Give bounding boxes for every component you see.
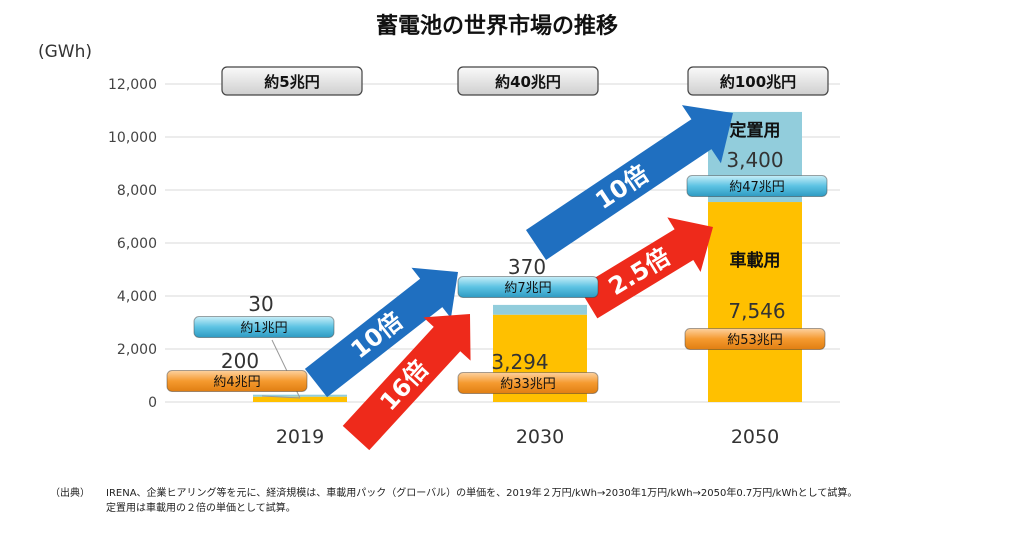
x-tick-label: 2030: [516, 426, 564, 448]
bar-vehicle: [708, 202, 802, 402]
chart-title: 蓄電池の世界市場の推移: [376, 13, 618, 39]
growth-arrow-shape: [525, 105, 733, 260]
pill-vehicle-market: 約4兆円: [213, 375, 260, 390]
bar-stationary: [493, 304, 587, 315]
pill-stationary-market-bg: [457, 276, 599, 298]
x-tick-label: 2019: [276, 426, 324, 448]
pill-stationary-market: 約47兆円: [729, 180, 785, 195]
pill-vehicle-market: 約33兆円: [500, 377, 556, 392]
total-market-box: [221, 66, 363, 96]
total-market-label: 約100兆円: [720, 73, 796, 91]
pill-stationary-market-bg: [686, 175, 828, 197]
y-tick-label: 10,000: [108, 130, 157, 146]
pill-vehicle-market-bg: [684, 328, 826, 350]
value-label-vehicle: 3,294: [491, 350, 548, 374]
y-tick-label: 2,000: [117, 342, 157, 358]
leader-line: [261, 395, 301, 399]
value-label-vehicle: 200: [221, 349, 259, 373]
value-label-stationary: 3,400: [726, 148, 783, 172]
pill-stationary-market-bg: [193, 316, 335, 338]
growth-arrow-shape: [342, 314, 471, 451]
value-label-stationary: 370: [508, 255, 546, 279]
pill-stationary-market: 約1兆円: [240, 321, 287, 336]
value-label-stationary: 30: [248, 292, 273, 316]
pill-stationary-market: 約7兆円: [504, 281, 551, 296]
battery-market-chart: 蓄電池の世界市場の推移 (GWh) 0 2,000 4,000 6,000 8,000 1…: [38, 13, 840, 451]
pill-vehicle-market-bg: [166, 370, 308, 392]
footnote-line-2: 定置用は車載用の２倍の単価として試算。: [106, 503, 296, 514]
total-market-label: 約5兆円: [264, 73, 319, 91]
series-tag-stationary: 定置用: [730, 120, 781, 141]
x-tick-label: 2050: [731, 426, 779, 448]
growth-arrow-shape: [578, 217, 713, 319]
y-tick-label: 12,000: [108, 77, 157, 93]
y-tick-label: 0: [148, 395, 157, 411]
growth-arrow-shape: [304, 267, 459, 398]
y-tick-label: 6,000: [117, 236, 157, 252]
y-tick-label: 8,000: [117, 183, 157, 199]
footnote-label: （出典）: [50, 488, 90, 499]
footnote-line-1: IRENA、企業ヒアリング等を元に、経済規模は、車載用パック（グローバル）の単価…: [106, 488, 858, 499]
value-label-vehicle: 7,546: [728, 299, 785, 323]
bar-vehicle: [253, 396, 347, 402]
total-market-box: [687, 66, 829, 96]
bar-stationary: [253, 394, 347, 397]
series-tag-vehicle: 車載用: [730, 250, 781, 271]
pill-vehicle-market-bg: [457, 372, 599, 394]
total-market-label: 約40兆円: [495, 73, 561, 91]
growth-arrow: 10倍: [304, 267, 459, 398]
total-market-box: [457, 66, 599, 96]
y-axis-unit-label: (GWh): [38, 42, 92, 62]
y-tick-label: 4,000: [117, 289, 157, 305]
pill-vehicle-market: 約53兆円: [727, 333, 783, 348]
source-footnote: （出典） IRENA、企業ヒアリング等を元に、経済規模は、車載用パック（グローバ…: [50, 486, 1010, 516]
